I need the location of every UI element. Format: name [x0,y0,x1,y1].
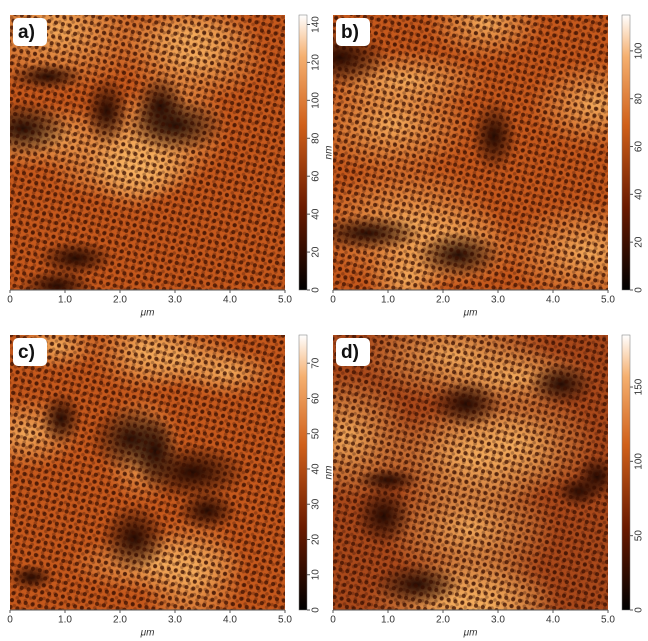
colorbar-tick-label: 80 [634,93,645,105]
x-tick-label: 1.0 [381,295,395,306]
colorbar-tick-label: 100 [634,42,645,59]
colorbar-tick-label: 0 [634,287,645,293]
colorbar-tick-label: 0 [311,607,322,613]
colorbar-tick-label: 0 [634,607,645,613]
pore-pattern [333,15,608,290]
colorbar-tick-label: 60 [634,141,645,153]
x-tick-label: 0 [330,615,336,626]
x-tick-label: 4.0 [546,615,560,626]
afm-image [291,0,648,317]
colorbar-tick-label: 120 [311,54,322,71]
x-tick-label: 4.0 [223,615,237,626]
colorbar-tick-label: 40 [311,208,322,220]
x-tick-label: 2.0 [113,615,127,626]
panel-label: d) [341,342,359,363]
pore-pattern [10,15,285,290]
x-tick-label: 3.0 [168,295,182,306]
figure: a)01.02.03.04.05.0μm020406080100120140nm… [0,0,648,641]
x-tick-label: 0 [7,295,13,306]
colorbar-tick-label: 60 [311,170,322,182]
afm-panel: d)01.02.03.04.05.0μm050100150nm [279,309,648,641]
colorbar-tick-label: 50 [311,428,322,440]
x-tick-label: 3.0 [491,615,505,626]
x-tick-label: 0 [7,615,13,626]
pore-pattern [10,335,285,610]
x-tick-label: 5.0 [278,615,292,626]
colorbar-tick-label: 10 [311,569,322,581]
x-tick-label: 4.0 [223,295,237,306]
x-axis-label: μm [463,628,478,639]
x-tick-label: 2.0 [436,295,450,306]
colorbar-tick-label: 140 [311,16,322,33]
colorbar-tick-label: 20 [634,236,645,248]
x-tick-label: 2.0 [113,295,127,306]
x-tick-label: 5.0 [278,295,292,306]
colorbar-tick-label: 20 [311,246,322,258]
x-tick-label: 5.0 [601,615,615,626]
afm-panel: b) 0 1.0 2.0 3.0 4.0 5.0 μm 0 20 40 60 80 100 nm [291,0,648,319]
colorbar-tick-label: 150 [634,378,645,395]
colorbar-tick-label: 30 [311,498,322,510]
pore-pattern [333,335,608,610]
x-axis-label: μm [140,308,155,319]
x-tick-label: 3.0 [168,615,182,626]
colorbar [622,15,630,290]
colorbar-tick-label: 40 [311,463,322,475]
colorbar [299,15,307,290]
panel-label: c) [18,342,35,363]
colorbar-tick-label: 60 [311,392,322,404]
x-tick-label: 0 [330,295,336,306]
x-tick-label: 1.0 [58,295,72,306]
panel-label: b) [341,22,359,43]
colorbar-tick-label: 70 [311,357,322,369]
x-tick-label: 5.0 [601,295,615,306]
colorbar-tick-label: 0 [311,287,322,293]
afm-panel: c) 0 1.0 2.0 3.0 4.0 5.0 μm 0 10 20 30 40 50 60 70 nm [0,305,335,639]
x-axis-label: μm [463,308,478,319]
colorbar-unit: nm [324,466,335,480]
afm-panel: a) 0 1.0 2.0 3.0 4.0 5.0 μm 0 20 40 60 80 100 120 140 nm [0,0,335,319]
x-tick-label: 1.0 [58,615,72,626]
x-tick-label: 1.0 [381,615,395,626]
colorbar-tick-label: 50 [634,530,645,542]
colorbar-tick-label: 100 [311,92,322,109]
panel-label: a) [18,22,35,43]
colorbar-tick-label: 100 [634,453,645,470]
x-tick-label: 3.0 [491,295,505,306]
colorbar-tick-label: 40 [634,188,645,200]
colorbar-tick-label: 80 [311,132,322,144]
x-axis-label: μm [140,628,155,639]
x-tick-label: 4.0 [546,295,560,306]
colorbar-unit: nm [324,146,335,160]
x-tick-label: 2.0 [436,615,450,626]
colorbar [299,335,307,610]
colorbar [622,335,630,610]
colorbar-tick-label: 20 [311,533,322,545]
